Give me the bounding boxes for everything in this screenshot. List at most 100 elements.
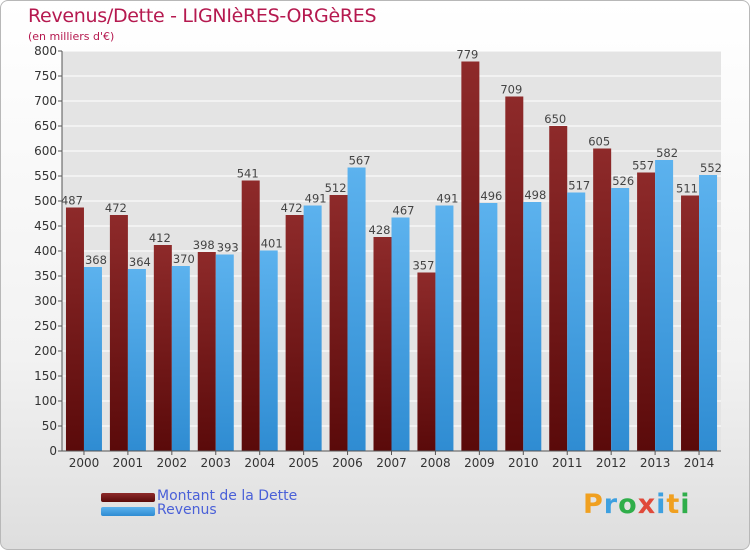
logo-letter: r <box>603 489 619 520</box>
x-tick-label: 2000 <box>69 456 100 470</box>
bar-dette <box>637 172 656 451</box>
label-revenus: 368 <box>85 253 107 267</box>
bar-dette <box>461 61 480 451</box>
y-tick-label: 300 <box>34 294 57 308</box>
y-tick-label: 700 <box>34 94 57 108</box>
label-dette: 472 <box>281 201 303 215</box>
x-tick-label: 2005 <box>288 456 319 470</box>
bar-dette <box>109 215 128 451</box>
label-dette: 511 <box>676 182 698 196</box>
label-dette: 428 <box>369 223 391 237</box>
y-tick-label: 750 <box>34 69 57 83</box>
y-tick-label: 650 <box>34 119 57 133</box>
logo-letter: P <box>583 489 604 520</box>
y-axis: 0 50 100 150 200 250 300 350 400 450 500 550 600 650 7… <box>34 44 63 458</box>
y-tick-label: 600 <box>34 144 57 158</box>
x-axis: 2000 2001 2002 2003 2004 2005 2006 2007 2008 2009… <box>62 450 721 470</box>
label-dette: 412 <box>149 231 171 245</box>
label-dette: 605 <box>588 135 610 149</box>
label-revenus: 552 <box>700 161 722 175</box>
label-revenus: 567 <box>349 154 371 168</box>
x-tick-label: 2002 <box>157 456 188 470</box>
y-tick-label: 200 <box>34 344 57 358</box>
label-dette: 487 <box>61 194 83 208</box>
bar-dette <box>681 195 700 451</box>
bar-dette <box>65 207 84 451</box>
proxiti-logo: Proxiti <box>583 489 691 520</box>
x-tick-label: 2011 <box>552 456 583 470</box>
bar-revenus <box>347 167 366 451</box>
label-dette: 650 <box>544 112 566 126</box>
bar-dette <box>241 180 260 451</box>
bar-dette <box>417 272 436 451</box>
x-tick-label: 2014 <box>684 456 715 470</box>
bar-revenus <box>435 205 454 451</box>
label-dette: 541 <box>237 167 259 181</box>
label-dette: 709 <box>500 83 522 97</box>
bar-dette <box>549 126 568 451</box>
legend-label-dette: Montant de la Dette <box>157 488 298 504</box>
y-tick-label: 0 <box>49 444 57 458</box>
y-tick-label: 150 <box>34 369 57 383</box>
bar-revenus <box>567 192 586 451</box>
x-tick-label: 2008 <box>420 456 451 470</box>
legend-swatch-revenus <box>101 507 155 516</box>
x-tick-label: 2013 <box>640 456 671 470</box>
label-revenus: 401 <box>261 237 283 251</box>
label-revenus: 582 <box>656 146 678 160</box>
label-revenus: 517 <box>568 179 590 193</box>
y-tick-label: 550 <box>34 169 57 183</box>
x-tick-label: 2004 <box>244 456 275 470</box>
bar-revenus <box>699 175 718 451</box>
bar-revenus <box>523 202 542 451</box>
bar-dette <box>505 96 524 451</box>
legend-label-revenus: Revenus <box>157 502 217 518</box>
bar-dette <box>373 237 392 451</box>
logo-letter: i <box>656 489 667 520</box>
bar-revenus <box>655 160 674 451</box>
label-revenus: 498 <box>524 188 546 202</box>
x-tick-label: 2007 <box>376 456 407 470</box>
x-tick-label: 2003 <box>200 456 231 470</box>
label-revenus: 491 <box>436 192 458 206</box>
bar-dette <box>197 252 216 451</box>
x-tick-label: 2001 <box>113 456 144 470</box>
bar-revenus <box>171 266 190 451</box>
y-tick-label: 250 <box>34 319 57 333</box>
bar-dette <box>593 148 612 451</box>
y-tick-label: 100 <box>34 394 57 408</box>
bar-dette <box>285 215 304 451</box>
label-revenus: 491 <box>305 192 327 206</box>
x-tick-label: 2006 <box>332 456 363 470</box>
bar-revenus <box>127 269 146 451</box>
x-tick-label: 2012 <box>596 456 627 470</box>
logo-letter: x <box>637 489 657 520</box>
label-dette: 398 <box>193 238 215 252</box>
bar-revenus <box>303 205 322 451</box>
label-revenus: 364 <box>129 255 151 269</box>
label-dette: 512 <box>325 181 347 195</box>
bars <box>65 61 718 451</box>
label-revenus: 370 <box>173 252 195 266</box>
logo-letter: o <box>618 489 638 520</box>
label-dette: 779 <box>456 48 478 62</box>
label-revenus: 393 <box>217 241 239 255</box>
logo-letter: i <box>680 489 691 520</box>
bar-revenus <box>479 203 498 451</box>
y-tick-label: 400 <box>34 244 57 258</box>
y-tick-label: 450 <box>34 219 57 233</box>
bar-revenus <box>83 267 102 451</box>
x-tick-label: 2010 <box>508 456 539 470</box>
label-revenus: 496 <box>480 189 502 203</box>
chart-title: Revenus/Dette - LIGNIèRES-ORGèRES <box>28 5 377 27</box>
label-dette: 357 <box>412 259 434 273</box>
y-tick-label: 500 <box>34 194 57 208</box>
x-tick-label: 2009 <box>464 456 495 470</box>
bar-revenus <box>611 188 630 451</box>
label-dette: 557 <box>632 159 654 173</box>
bar-revenus <box>259 250 278 451</box>
label-dette: 472 <box>105 201 127 215</box>
